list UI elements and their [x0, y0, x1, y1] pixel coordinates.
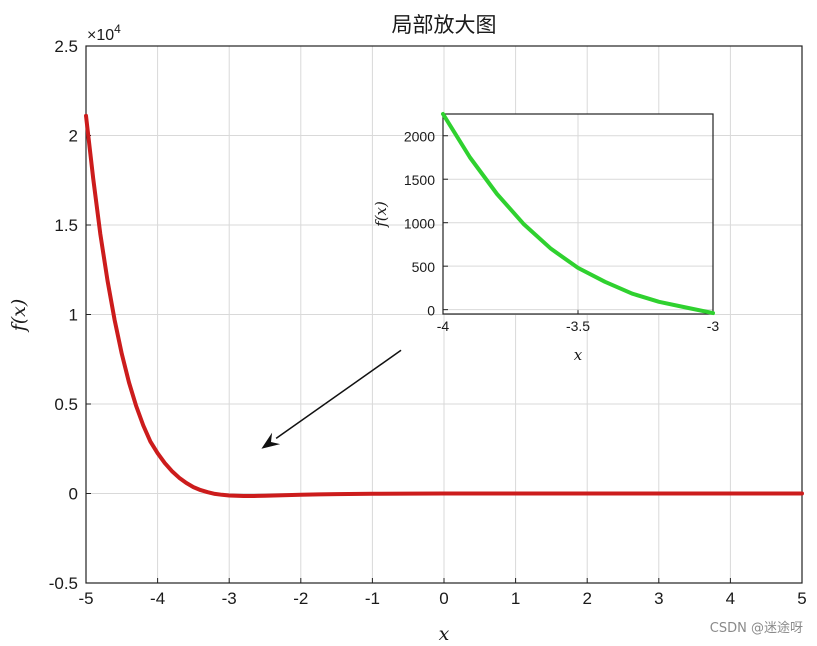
main-x-tick-label: 3: [654, 589, 663, 608]
main-x-tick-label: 4: [726, 589, 735, 608]
y-axis-label: f(x): [8, 299, 30, 334]
main-x-tick-label: -3: [222, 589, 237, 608]
main-x-tick-label: -4: [150, 589, 165, 608]
y-multiplier: ×104: [87, 22, 121, 44]
inset-x-tick-label: -3: [707, 318, 720, 334]
main-x-tick-label: 0: [439, 589, 448, 608]
watermark: CSDN @迷途呀: [709, 621, 803, 636]
inset-y-tick-label: 500: [412, 259, 436, 275]
main-y-tick-label: 2.5: [54, 37, 78, 56]
main-y-tick-label: 1.5: [54, 216, 78, 235]
x-axis-label: x: [439, 623, 450, 645]
inset-x-tick-label: -4: [437, 318, 450, 334]
main-x-tick-label: 1: [511, 589, 520, 608]
main-y-tick-label: 0.5: [54, 395, 78, 414]
inset-tick-labels: -4 -3.5 -3 0 500 1000 1500 2000: [404, 129, 720, 334]
main-plot-frame: [85, 45, 803, 584]
main-x-tick-label: -1: [365, 589, 380, 608]
inset-x-tick-label: -3.5: [566, 318, 590, 334]
inset-plot-frame: [442, 113, 714, 315]
main-y-tick-label: 1: [69, 306, 78, 325]
main-series-line: [84, 113, 804, 498]
main-x-tick-label: -2: [293, 589, 308, 608]
inset-y-tick-label: 1000: [404, 216, 435, 232]
main-x-tick-label: 2: [582, 589, 591, 608]
main-x-tick-label: -5: [78, 589, 93, 608]
annotation-arrow: [261, 349, 402, 449]
chart-title: 局部放大图: [392, 13, 497, 37]
arrow-shaft: [275, 349, 402, 439]
inset-y-tick-label: 1500: [404, 172, 435, 188]
main-y-tick-label: -0.5: [49, 574, 78, 593]
inset-x-axis-label: x: [574, 346, 583, 364]
y-multiplier-base: ×10: [87, 27, 114, 44]
arrow-head: [261, 432, 281, 449]
main-tick-labels: -5 -4 -3 -2 -1 0 1 2 3 4 5 -0.5 0 0.5 1 1.5 2 2.5: [49, 37, 807, 608]
inset-y-axis-label: f(x): [372, 201, 390, 228]
inset-y-tick-label: 2000: [404, 129, 435, 145]
main-x-tick-label: 5: [797, 589, 806, 608]
inset-y-tick-label: 0: [427, 303, 435, 319]
main-y-tick-label: 2: [69, 127, 78, 146]
main-y-tick-label: 0: [69, 485, 78, 504]
y-multiplier-exponent: 4: [114, 22, 121, 36]
inset-series-line: [441, 112, 715, 316]
